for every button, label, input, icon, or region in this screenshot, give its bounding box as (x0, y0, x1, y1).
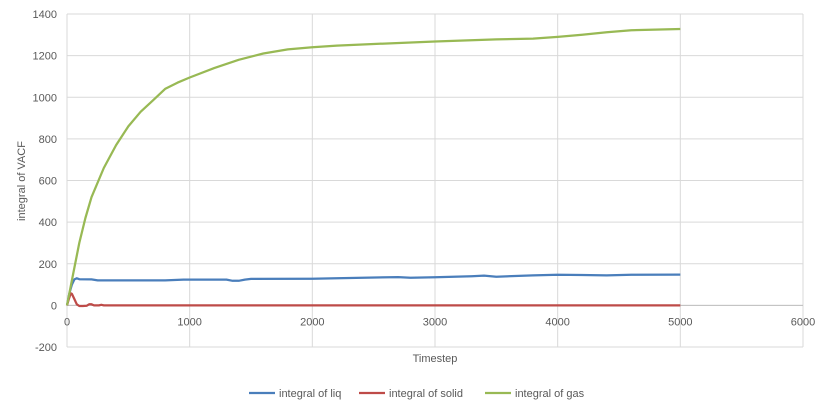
y-tick-label: 1000 (33, 92, 57, 104)
y-tick-label: 600 (39, 176, 57, 188)
x-tick-label: 4000 (545, 316, 569, 328)
legend-label: integral of gas (515, 388, 585, 400)
y-tick-label: -200 (35, 342, 57, 354)
legend-label: integral of solid (389, 388, 463, 400)
y-tick-label: 400 (39, 217, 57, 229)
gridlines (66, 13, 804, 348)
legend-label: integral of liq (279, 388, 341, 400)
x-tick-label: 2000 (300, 316, 324, 328)
legend: integral of liq integral of solid integral… (249, 388, 585, 400)
x-tick-label: 3000 (423, 316, 447, 328)
y-tick-label: 800 (39, 134, 57, 146)
y-axis-label: integral of VACF (16, 141, 28, 221)
series-line-3 (65, 27, 681, 306)
x-tick-label: 6000 (791, 316, 815, 328)
series-lines (65, 27, 681, 308)
series-line-1 (65, 273, 681, 306)
y-tick-label: 1200 (33, 51, 57, 63)
x-tick-label: 5000 (668, 316, 692, 328)
x-axis-label: Timestep (413, 353, 458, 365)
x-tick-label: 1000 (177, 316, 201, 328)
y-tick-label: 200 (39, 259, 57, 271)
series-line-2 (65, 292, 681, 308)
y-tick-label: 0 (51, 300, 57, 312)
y-tick-label: 1400 (33, 9, 57, 21)
x-tick-label: 0 (64, 316, 70, 328)
tick-labels: -200 0 200 400 600 800 1000 1200 1400 0 1000 2000 30… (33, 9, 816, 354)
